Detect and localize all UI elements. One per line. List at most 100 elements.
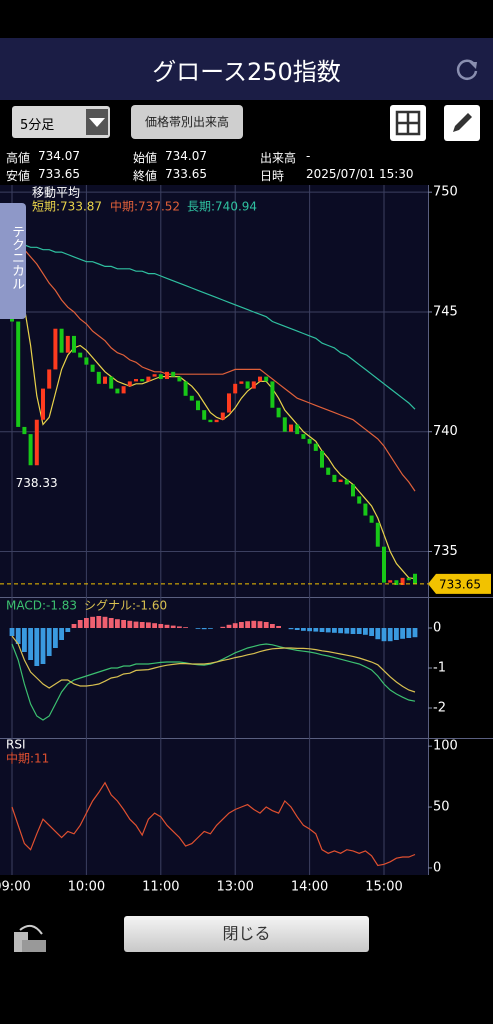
- histogram-bar: [344, 628, 350, 634]
- candle: [413, 573, 417, 584]
- candle: [301, 434, 306, 439]
- histogram-bar: [232, 623, 238, 628]
- refresh-icon[interactable]: [454, 56, 480, 82]
- y-tick-label: 745: [433, 304, 458, 319]
- candle: [177, 376, 182, 382]
- candle: [313, 443, 318, 451]
- candle: [332, 474, 337, 483]
- histogram-bar: [28, 628, 33, 660]
- header-bar: [0, 38, 493, 100]
- histogram-bar: [307, 628, 312, 632]
- candle: [406, 577, 411, 581]
- x-tick-label: 10:00: [68, 880, 105, 895]
- x-tick-label: 13:00: [216, 880, 253, 895]
- legend-title: 移動平均: [32, 186, 80, 200]
- histogram-bar: [139, 622, 145, 628]
- candle: [28, 434, 33, 466]
- y-tick-label: 0: [433, 621, 441, 636]
- macd-line: [11, 635, 416, 693]
- legend-entry: 短期:733.87: [32, 200, 102, 214]
- candle: [53, 328, 58, 370]
- close-button[interactable]: 閉じる: [124, 916, 369, 952]
- histogram-bar: [301, 628, 306, 631]
- histogram-bar: [183, 627, 188, 628]
- candle: [233, 383, 238, 394]
- y-tick-label: 735: [433, 544, 458, 559]
- histogram-bar: [325, 628, 331, 633]
- y-tick-label: 50: [433, 800, 450, 815]
- y-tick-label: 740: [433, 424, 458, 439]
- histogram-bar: [375, 628, 381, 640]
- candle: [189, 395, 194, 401]
- rotate-icon[interactable]: [10, 918, 48, 954]
- candle: [65, 335, 70, 353]
- histogram-bar: [319, 628, 325, 632]
- histogram-bar: [226, 624, 232, 628]
- histogram-bar: [369, 628, 374, 636]
- histogram-bar: [22, 628, 27, 652]
- legend-entry: 長期:740.94: [187, 200, 257, 214]
- histogram-bar: [53, 628, 58, 648]
- candle: [220, 412, 225, 420]
- histogram-bar: [9, 628, 15, 636]
- histogram-bar: [96, 616, 102, 628]
- dropdown-arrow: [86, 109, 108, 135]
- candle: [351, 484, 355, 497]
- candle: [400, 577, 405, 586]
- layout-icon[interactable]: [390, 105, 426, 141]
- candle: [165, 371, 169, 380]
- candle: [202, 410, 207, 420]
- histogram-bar: [59, 628, 64, 640]
- rsi-line: [11, 781, 416, 867]
- info-label: 始値: [133, 151, 158, 165]
- candle: [344, 479, 349, 485]
- info-value: 733.65: [38, 167, 80, 181]
- info-value: 734.07: [165, 149, 207, 163]
- info-label: 出来高: [260, 151, 297, 165]
- draw-icon[interactable]: [444, 105, 480, 141]
- histogram-bar: [338, 628, 343, 634]
- technical-tab[interactable]: テクニカル: [0, 203, 26, 319]
- histogram-bar: [102, 616, 108, 628]
- histogram-bar: [276, 626, 281, 628]
- histogram-bar: [146, 622, 151, 628]
- histogram-bar: [412, 628, 418, 638]
- candle: [270, 381, 275, 408]
- candle: [394, 580, 399, 586]
- histogram-bar: [195, 628, 201, 629]
- y-tick-label: -1: [433, 661, 446, 676]
- volume-button[interactable]: 価格帯別出来高: [131, 105, 243, 139]
- histogram-bar: [313, 628, 319, 632]
- histogram-bar: [46, 628, 52, 656]
- last-price-label: 733.65: [439, 577, 481, 591]
- moving-average-line: [11, 239, 416, 492]
- histogram-bar: [108, 618, 114, 628]
- last-price-box: [428, 573, 491, 594]
- histogram-bar: [77, 620, 83, 628]
- histogram-bar: [239, 622, 244, 628]
- candle: [146, 376, 151, 382]
- histogram-bar: [263, 622, 269, 628]
- candle: [208, 419, 213, 423]
- candle: [338, 479, 343, 483]
- histogram-bar: [152, 623, 157, 628]
- candle: [47, 369, 52, 389]
- info-label: 安値: [6, 169, 31, 183]
- legend-entry: MACD:-1.83: [6, 599, 77, 613]
- candle: [289, 424, 293, 432]
- info-value: 734.07: [38, 149, 80, 163]
- candle: [214, 419, 219, 423]
- histogram-bar: [65, 628, 71, 632]
- histogram-bar: [40, 628, 46, 664]
- candle: [78, 352, 83, 358]
- x-tick-label: 11:00: [142, 880, 179, 895]
- histogram-bar: [381, 628, 387, 642]
- histogram-bar: [71, 624, 77, 628]
- interval-dropdown[interactable]: 5分足: [12, 106, 110, 138]
- histogram-bar: [220, 626, 226, 628]
- histogram-bar: [121, 620, 126, 628]
- candle: [109, 376, 114, 389]
- candle: [276, 407, 281, 418]
- histogram-bar: [270, 624, 275, 628]
